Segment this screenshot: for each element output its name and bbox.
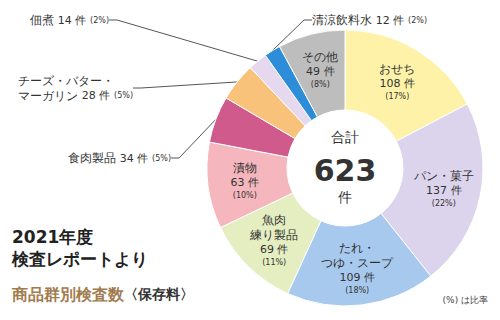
svg-text:(22%): (22%) (432, 199, 456, 208)
svg-text:(8%): (8%) (311, 80, 330, 89)
svg-text:28 件: 28 件 (82, 89, 111, 102)
svg-text:34 件: 34 件 (120, 152, 149, 165)
svg-text:漬物: 漬物 (233, 161, 257, 175)
svg-text:つゆ・スープ: つゆ・スープ (321, 256, 394, 270)
svg-text:件: 件 (338, 189, 352, 205)
svg-text:(2%): (2%) (408, 16, 427, 25)
svg-text:たれ・: たれ・ (339, 241, 375, 255)
svg-text:137 件: 137 件 (426, 184, 462, 197)
svg-text:チーズ・バター・: チーズ・バター・ (18, 74, 114, 88)
svg-text:63 件: 63 件 (231, 176, 260, 189)
svg-text:109 件: 109 件 (339, 271, 375, 284)
svg-text:49 件: 49 件 (306, 65, 335, 78)
svg-text:(5%): (5%) (152, 154, 171, 163)
svg-text:108 件: 108 件 (380, 77, 416, 90)
svg-text:マーガリン: マーガリン (18, 89, 78, 103)
svg-text:その他: その他 (302, 50, 338, 64)
svg-text:623: 623 (314, 153, 377, 188)
svg-text:パン・菓子: パン・菓子 (413, 169, 474, 183)
svg-text:練り製品: 練り製品 (249, 228, 298, 242)
svg-text:69 件: 69 件 (260, 243, 289, 256)
svg-text:2021年度: 2021年度 (12, 227, 93, 247)
svg-text:清涼飲料水: 清涼飲料水 (312, 13, 372, 27)
svg-text:14 件: 14 件 (58, 14, 87, 27)
svg-text:(%) は比率: (%) は比率 (443, 295, 488, 305)
svg-text:(5%): (5%) (114, 91, 133, 100)
svg-text:12 件: 12 件 (376, 14, 405, 27)
svg-text:魚肉: 魚肉 (262, 213, 286, 227)
svg-text:佃煮: 佃煮 (30, 13, 54, 27)
svg-text:検査レポートより: 検査レポートより (11, 249, 148, 269)
svg-text:〈保存料〉: 〈保存料〉 (124, 286, 194, 302)
svg-text:合計: 合計 (331, 129, 359, 145)
svg-text:(18%): (18%) (345, 286, 369, 295)
svg-text:(10%): (10%) (233, 191, 257, 200)
svg-text:食肉製品: 食肉製品 (68, 151, 116, 165)
svg-text:商品群別検査数: 商品群別検査数 (11, 285, 125, 304)
svg-text:おせち: おせち (379, 62, 415, 76)
svg-text:(11%): (11%) (262, 258, 286, 267)
svg-text:(17%): (17%) (385, 92, 409, 101)
svg-text:(2%): (2%) (90, 16, 109, 25)
